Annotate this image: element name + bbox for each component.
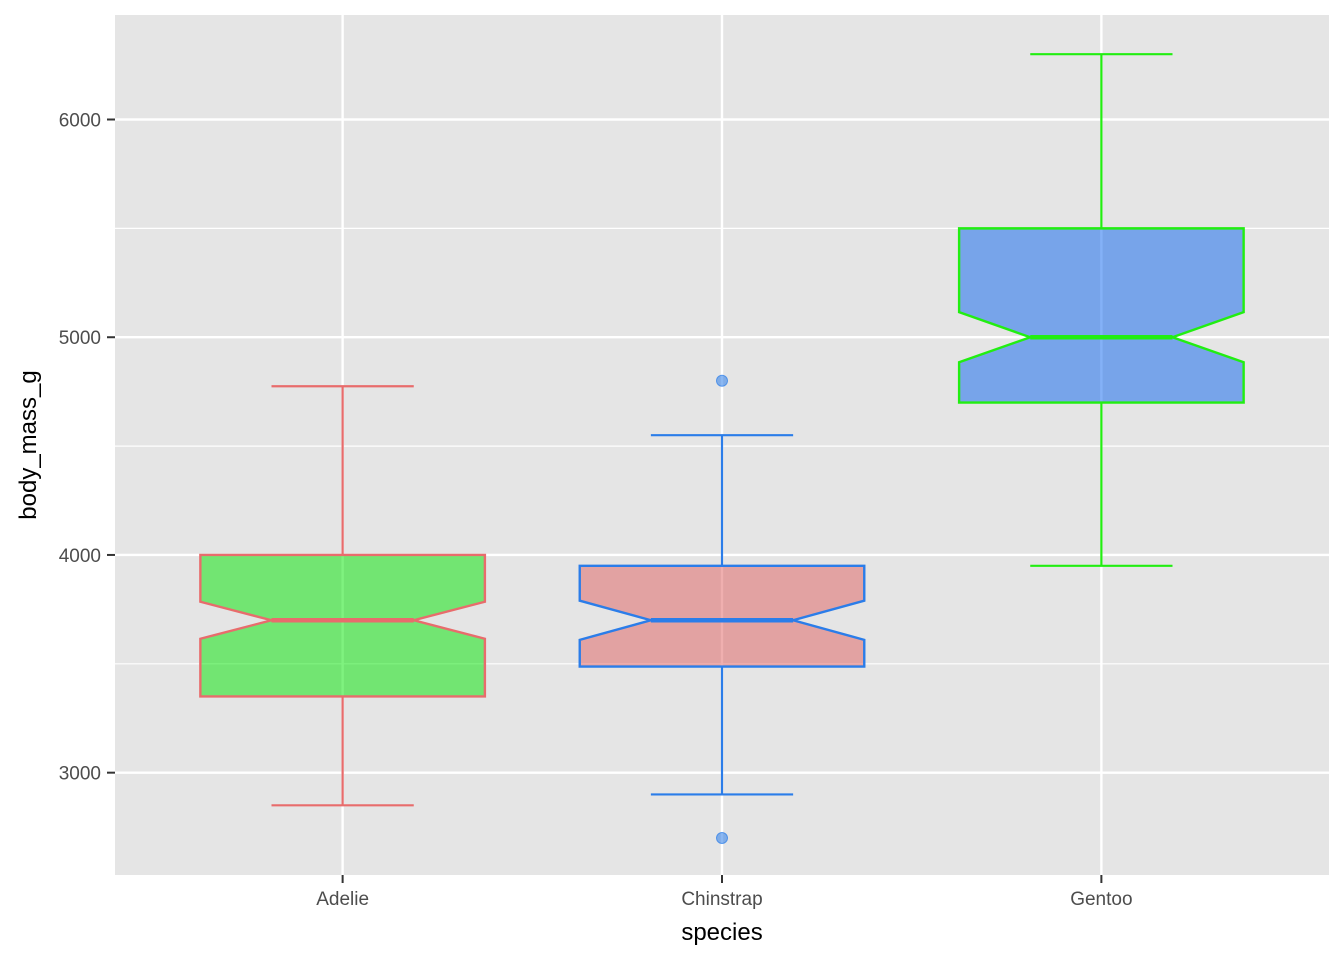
y-tick-label: 6000 — [59, 111, 101, 132]
box-groups — [199, 53, 1245, 844]
box-chinstrap — [578, 374, 866, 844]
y-tick-label: 4000 — [59, 546, 101, 567]
x-tick-label: Chinstrap — [681, 889, 762, 910]
outlier-point — [716, 831, 728, 844]
notched-box — [199, 553, 487, 698]
axes: 3000 4000 5000 6000 Adelie Chinstrap Gentoo — [59, 111, 1133, 910]
notched-box — [957, 227, 1245, 404]
outlier-point — [716, 374, 728, 387]
y-axis-title: body_mass_g — [15, 370, 42, 519]
y-tick-label: 5000 — [59, 328, 101, 349]
box-adelie — [199, 385, 487, 807]
x-tick-label: Gentoo — [1070, 889, 1132, 910]
box-gentoo — [957, 53, 1245, 567]
y-tick-label: 3000 — [59, 764, 101, 785]
x-tick-label: Adelie — [316, 889, 369, 910]
notched-box — [578, 564, 866, 668]
x-axis-title: species — [681, 919, 762, 946]
